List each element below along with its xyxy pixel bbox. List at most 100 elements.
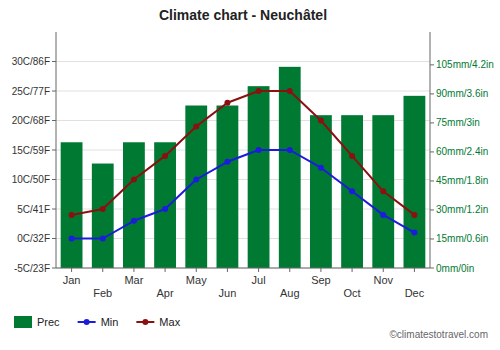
marker [411,212,417,218]
grid-line [56,61,430,62]
bar [92,164,114,268]
y-tick-label: 5C/41F [17,204,50,215]
legend: Prec Min Max [14,316,181,328]
chart: Climate chart - Neuchâtel -5C/23F 0C/32F 5C… [0,0,500,350]
y2-tick [430,151,434,152]
x-tick-label: Feb [93,287,112,299]
y2-tick-label: 105mm/4.2in [436,59,494,70]
marker [256,147,262,153]
x-tick-label: Mar [124,274,143,286]
y2-axis-line [430,32,431,268]
marker [349,188,355,194]
marker [380,212,386,218]
legend-label: Prec [37,316,60,328]
x-axis-line [56,268,430,269]
marker [256,88,262,94]
line [72,91,415,215]
x-tick-label: Apr [157,287,174,299]
x-tick [383,268,384,272]
legend-label: Min [101,316,119,328]
x-tick [102,268,103,272]
y2-tick-label: 75mm/3in [436,117,480,128]
x-tick-label: Aug [280,287,300,299]
bar [61,142,83,268]
y2-tick [430,122,434,123]
marker [224,100,230,106]
y2-tick [430,180,434,181]
x-tick [414,268,415,272]
x-tick [196,268,197,272]
grid-line [56,91,430,92]
y-tick-label: 0C/32F [17,233,50,244]
marker [193,123,199,129]
y2-tick-label: 60mm/2.4in [436,146,488,157]
y2-tick [430,238,434,239]
y-tick-label: -5C/23F [14,263,50,274]
y2-tick-label: 30mm/1.2in [436,204,488,215]
x-tick [289,268,290,272]
y-tick-label: 20C/68F [12,115,50,126]
x-tick-label: Dec [405,287,425,299]
bar [123,142,145,268]
y-tick-label: 30C/86F [12,56,50,67]
legend-swatch [14,316,32,328]
marker [380,188,386,194]
bar [404,96,426,268]
marker [69,236,75,242]
x-tick [71,268,72,272]
annotation: ©climatestotravel.com [389,329,488,340]
y-tick [52,209,56,210]
x-tick [165,268,166,272]
x-tick [227,268,228,272]
marker [131,177,137,183]
legend-label: Max [159,316,180,328]
marker [224,159,230,165]
y-tick-label: 10C/50F [12,174,50,185]
y2-tick [430,64,434,65]
marker [193,177,199,183]
y-tick [52,91,56,92]
marker [162,153,168,159]
x-tick-label: Sep [311,274,331,286]
y-tick-label: 25C/77F [12,86,50,97]
marker [162,206,168,212]
grid-line [56,268,430,269]
y2-tick-label: 15mm/0.6in [436,233,488,244]
y-tick [52,150,56,151]
x-tick-label: May [186,274,207,286]
legend-marker [142,319,148,325]
bar [341,115,363,268]
y2-tick-label: 45mm/1.8in [436,175,488,186]
y-tick [52,61,56,62]
marker [318,118,324,124]
title: Climate chart - Neuchâtel [159,7,327,23]
y2-tick-label: 90mm/3.6in [436,88,488,99]
marker [318,165,324,171]
x-tick-label: Nov [373,274,393,286]
marker [100,236,106,242]
marker [349,153,355,159]
y-tick [52,238,56,239]
y2-tick-label: 0mm/0in [436,263,474,274]
marker [100,206,106,212]
marker [287,147,293,153]
y2-tick [430,93,434,94]
bar [248,86,270,268]
marks [61,67,426,268]
grid [56,62,430,269]
line [72,150,415,239]
x-tick [258,268,259,272]
y2-tick [430,268,434,269]
bar [310,115,332,268]
x-tick-label: Jun [219,287,237,299]
x-tick-label: Jul [252,274,266,286]
y-tick [52,179,56,180]
y-tick [52,268,56,269]
marker [287,88,293,94]
marker [411,230,417,236]
marker [131,218,137,224]
bar [217,106,239,268]
x-tick [320,268,321,272]
x-tick [133,268,134,272]
axes: -5C/23F0C/32F5C/41F10C/50F15C/59F20C/68F… [12,32,494,299]
